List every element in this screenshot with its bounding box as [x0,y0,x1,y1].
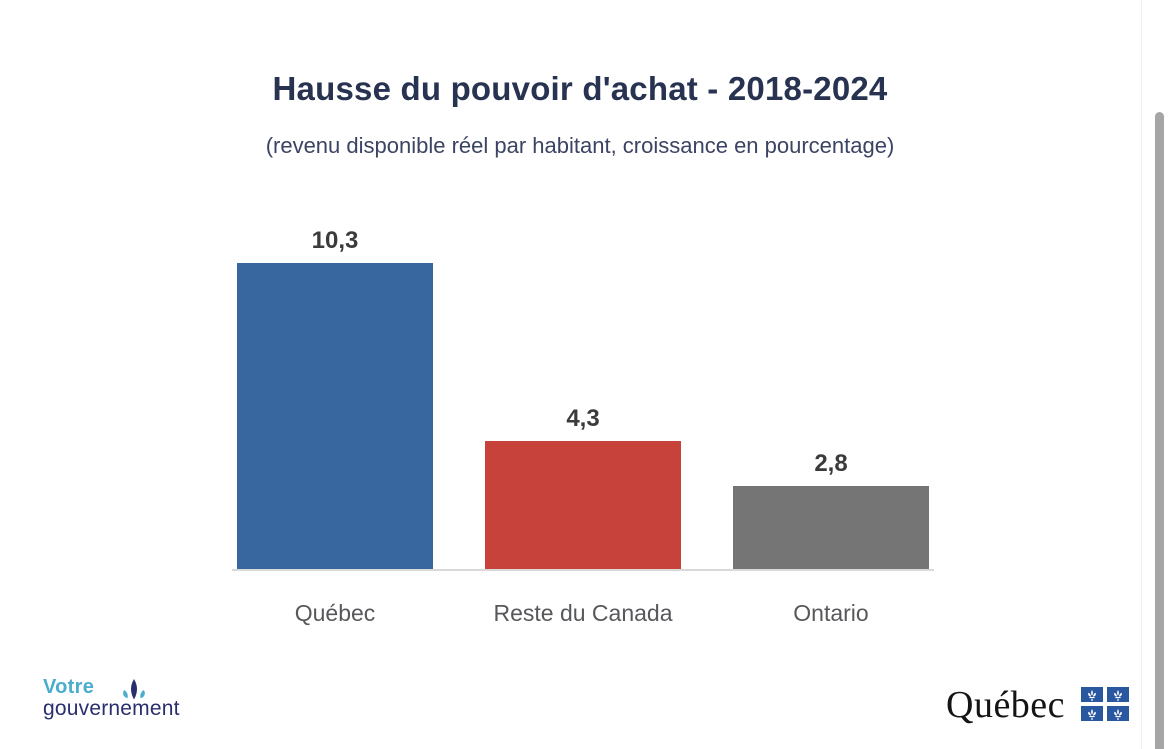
chart-bar [237,263,433,569]
chart-bar [485,441,681,569]
gouvernement-text: gouvernement [43,697,180,720]
bar-category-label: Québec [294,600,376,626]
scrollbar[interactable] [1141,0,1168,749]
bar-category-label: Reste du Canada [493,600,673,626]
page-title: Hausse du pouvoir d'achat - 2018-2024 [272,70,888,107]
quebec-wordmark: Québec [946,684,1066,726]
bar-value-label: 10,3 [311,227,359,254]
fleur-de-lis-icon [117,678,151,715]
scrollbar-thumb[interactable] [1155,112,1164,749]
quebec-flag-icon [1081,687,1129,726]
chart-bar [733,486,929,569]
bar-value-label: 4,3 [566,405,600,432]
chart-baseline [232,569,934,571]
votre-gouvernement-logo: Votre gouvernement [43,677,223,729]
page-subtitle: (revenu disponible réel par habitant, cr… [265,133,895,158]
bar-value-label: 2,8 [814,450,848,477]
bar-category-label: Ontario [793,600,869,626]
votre-text: Votre [43,676,95,698]
